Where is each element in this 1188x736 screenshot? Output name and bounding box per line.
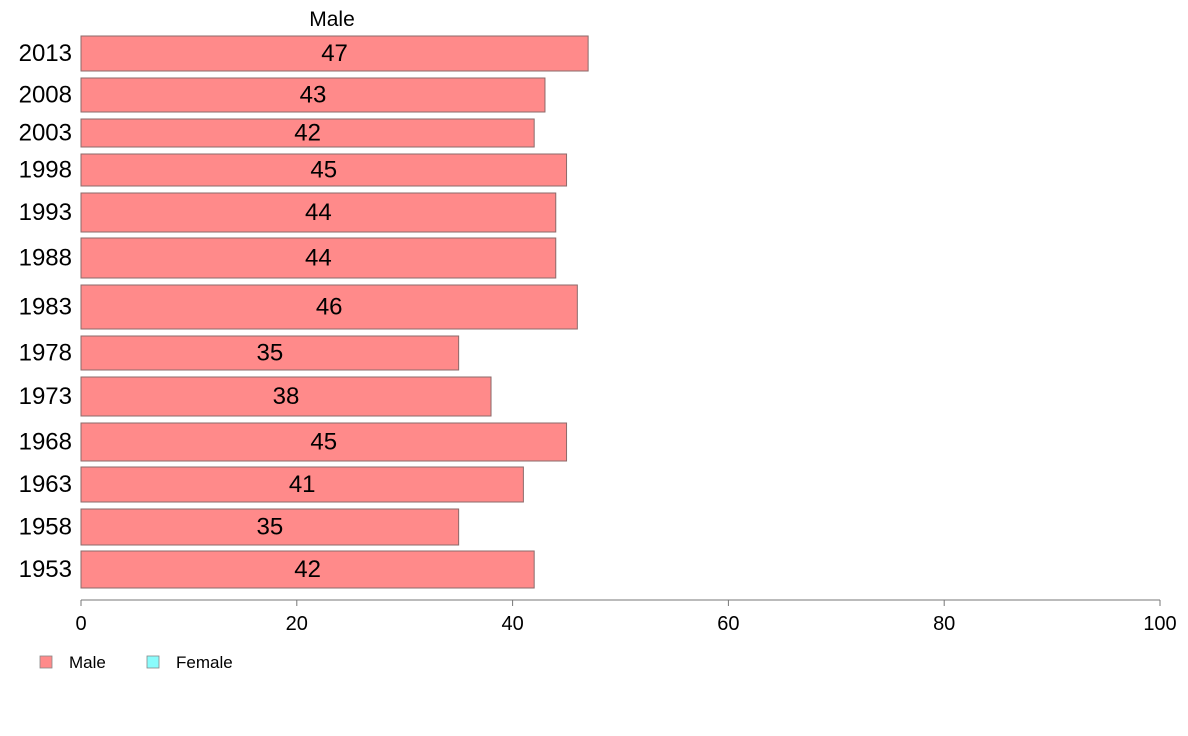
- bar-1988: [80, 237, 557, 279]
- data-label-2008: 43: [300, 82, 327, 109]
- category-label-1998: 1998: [19, 157, 72, 184]
- legend-swatch-female: [146, 655, 160, 669]
- x-tick-label-0: 0: [75, 613, 86, 635]
- x-axis: 0 20 40 60 80 100: [75, 599, 1177, 635]
- category-label-1973: 1973: [19, 383, 72, 410]
- category-labels: 2013 2008 2003 1998 1993 1988 1983 1978 1973 1968…: [19, 40, 72, 583]
- category-label-2008: 2008: [19, 82, 72, 109]
- bar-1998: [80, 153, 568, 187]
- bar-1968: [80, 422, 568, 462]
- category-label-1963: 1963: [19, 471, 72, 498]
- x-tick-label-80: 80: [933, 613, 955, 635]
- bar-1973: [80, 376, 492, 417]
- bar-1978: [80, 335, 460, 371]
- data-label-2003: 42: [294, 120, 321, 147]
- category-label-2003: 2003: [19, 120, 72, 147]
- category-label-1978: 1978: [19, 340, 72, 367]
- category-label-1958: 1958: [19, 514, 72, 541]
- x-tick-label-60: 60: [717, 613, 739, 635]
- data-label-1993: 44: [305, 199, 332, 226]
- legend-label-male: Male: [69, 653, 106, 672]
- category-label-1993: 1993: [19, 199, 72, 226]
- data-label-2013: 47: [321, 40, 348, 67]
- data-label-1953: 42: [294, 556, 321, 583]
- data-label-1988: 44: [305, 245, 332, 272]
- data-label-1958: 35: [256, 514, 283, 541]
- data-label-1963: 41: [289, 471, 316, 498]
- x-tick-label-40: 40: [501, 613, 523, 635]
- category-label-2013: 2013: [19, 40, 72, 67]
- bar-1993: [80, 192, 557, 233]
- category-label-1953: 1953: [19, 556, 72, 583]
- bar-1953: [80, 550, 535, 589]
- chart-title: Male: [309, 8, 355, 31]
- data-label-1978: 35: [256, 340, 283, 367]
- x-tick-label-20: 20: [286, 613, 308, 635]
- data-label-1998: 45: [310, 157, 337, 184]
- bar-1963: [80, 466, 524, 503]
- bar-2013: [80, 35, 589, 72]
- data-label-1973: 38: [273, 383, 300, 410]
- bar-1983: [80, 284, 578, 330]
- bar-2003: [80, 118, 535, 148]
- bar-1958: [80, 508, 460, 546]
- legend: Male Female: [39, 653, 233, 672]
- category-label-1983: 1983: [19, 294, 72, 321]
- data-label-1968: 45: [310, 429, 337, 456]
- category-label-1988: 1988: [19, 245, 72, 272]
- bar-group: [80, 35, 589, 589]
- legend-swatch-male: [39, 655, 53, 669]
- bar-2008: [80, 77, 546, 113]
- category-label-1968: 1968: [19, 429, 72, 456]
- data-label-1983: 46: [316, 294, 343, 321]
- legend-label-female: Female: [176, 653, 233, 672]
- x-tick-label-100: 100: [1143, 613, 1176, 635]
